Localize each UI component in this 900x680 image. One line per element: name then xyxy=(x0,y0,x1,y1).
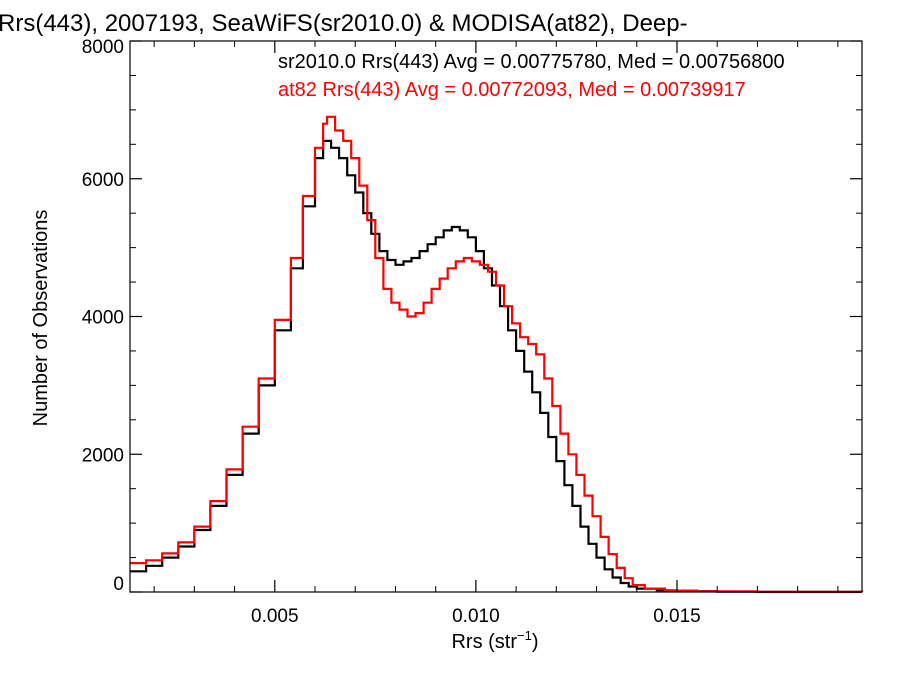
x-axis-label-main: Rrs (str xyxy=(451,631,517,653)
y-tick-label: 2000 xyxy=(82,445,124,466)
legend-entry-at82: at82 Rrs(443) Avg = 0.00772093, Med = 0.… xyxy=(278,79,746,101)
y-tick-label: 0 xyxy=(113,574,124,595)
x-axis-label-superscript: −1 xyxy=(517,628,532,643)
series-line-sr2010-0 xyxy=(130,139,864,593)
chart-title: Rrs(443), 2007193, SeaWiFS(sr2010.0) & M… xyxy=(0,10,688,37)
y-tick-label: 6000 xyxy=(82,170,124,191)
y-axis-label: Number of Observations xyxy=(30,210,52,427)
series-line-at82 xyxy=(130,115,864,593)
series-group xyxy=(130,115,864,593)
legend-entry-sr2010: sr2010.0 Rrs(443) Avg = 0.00775780, Med … xyxy=(278,51,785,73)
y-tick-label: 8000 xyxy=(82,37,124,58)
x-axis-label: Rrs (str−1) xyxy=(451,628,538,653)
x-axis-label-close: ) xyxy=(532,631,539,653)
axes-group: 0.005 0.010 0.015 0 2000 4000 6000 8000 xyxy=(82,37,863,627)
y-tick-label: 4000 xyxy=(82,308,124,329)
x-tick-label: 0.005 xyxy=(251,606,299,627)
x-tick-label: 0.010 xyxy=(452,606,500,627)
x-tick-label: 0.015 xyxy=(653,606,701,627)
